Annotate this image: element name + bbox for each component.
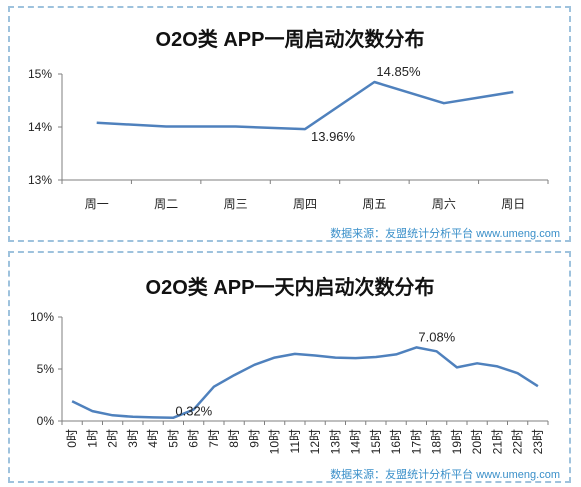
daily-x-tick-label: 19时 xyxy=(450,429,464,454)
daily-x-tick-label: 4时 xyxy=(146,429,160,448)
daily-data-label: 7.08% xyxy=(418,329,455,344)
weekly-x-tick-label: 周二 xyxy=(154,197,178,211)
daily-x-tick-label: 11时 xyxy=(288,429,302,453)
weekly-data-label: 13.96% xyxy=(311,129,356,144)
daily-chart-title: O2O类 APP一天内启动次数分布 xyxy=(146,275,435,299)
daily-x-tick-label: 17时 xyxy=(409,429,423,454)
daily-x-tick-label: 2时 xyxy=(106,429,120,448)
daily-x-tick-label: 3时 xyxy=(126,429,140,448)
weekly-x-tick-label: 周一 xyxy=(85,197,109,211)
weekly-series-line xyxy=(96,80,514,131)
daily-x-tick-label: 9时 xyxy=(247,429,261,448)
daily-x-tick-label: 1时 xyxy=(85,429,99,448)
weekly-chart-panel xyxy=(8,6,571,242)
daily-x-tick-label: 15时 xyxy=(369,429,383,454)
daily-y-tick-label: 10% xyxy=(30,310,54,324)
weekly-chart-title: O2O类 APP一周启动次数分布 xyxy=(156,27,425,51)
weekly-y-tick-label: 14% xyxy=(28,120,52,134)
daily-x-tick-label: 12时 xyxy=(308,429,322,454)
daily-x-tick-label: 18时 xyxy=(430,429,444,454)
daily-x-tick-label: 5时 xyxy=(166,429,180,448)
weekly-data-label: 14.85% xyxy=(376,64,421,79)
daily-x-tick-label: 13时 xyxy=(328,429,342,454)
daily-x-tick-label: 23时 xyxy=(531,429,545,454)
daily-y-tick-label: 0% xyxy=(37,414,55,428)
daily-x-tick-label: 10时 xyxy=(268,429,282,454)
daily-x-tick-label: 6时 xyxy=(187,429,201,448)
weekly-x-tick-label: 周日 xyxy=(501,197,525,211)
daily-source-note: 数据来源：友盟统计分析平台 www.umeng.com xyxy=(330,467,560,481)
daily-x-tick-label: 22时 xyxy=(511,429,525,454)
daily-x-tick-label: 14时 xyxy=(349,429,363,454)
daily-chart-panel xyxy=(8,251,571,483)
daily-x-tick-label: 7时 xyxy=(207,429,221,448)
daily-x-tick-label: 16时 xyxy=(389,429,403,454)
weekly-x-tick-label: 周六 xyxy=(432,197,456,211)
daily-x-tick-label: 21时 xyxy=(490,429,504,454)
daily-x-tick-label: 0时 xyxy=(65,429,79,448)
daily-x-tick-label: 8时 xyxy=(227,429,241,448)
daily-y-tick-label: 5% xyxy=(37,362,55,376)
weekly-y-tick-label: 13% xyxy=(28,173,52,187)
weekly-x-tick-label: 周四 xyxy=(293,197,317,211)
weekly-x-tick-label: 周五 xyxy=(362,197,386,211)
weekly-source-note: 数据来源：友盟统计分析平台 www.umeng.com xyxy=(330,226,560,240)
daily-series-line xyxy=(71,346,539,419)
daily-data-label: 0.32% xyxy=(175,404,212,419)
daily-x-tick-label: 20时 xyxy=(470,429,484,454)
weekly-y-tick-label: 15% xyxy=(28,67,52,81)
weekly-x-tick-label: 周三 xyxy=(224,197,248,211)
